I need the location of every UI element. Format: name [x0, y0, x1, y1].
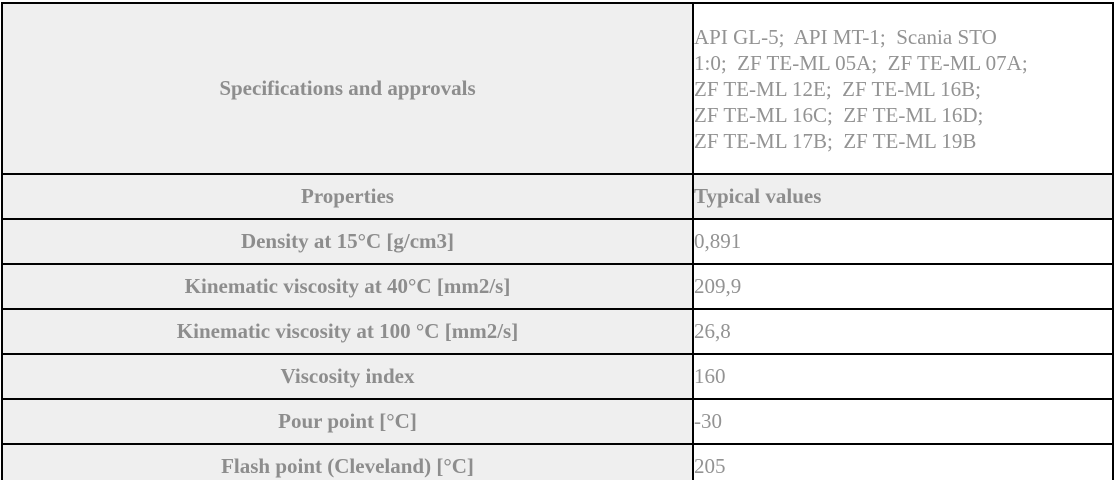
- property-value: 205: [692, 443, 1114, 480]
- property-label: Viscosity index: [1, 353, 694, 400]
- table-row-flash-point: Flash point (Cleveland) [°C] 205: [1, 443, 1114, 480]
- property-value: 26,8: [692, 308, 1114, 355]
- table-row-viscosity-index: Viscosity index 160: [1, 353, 1114, 400]
- table-row-kinematic-viscosity-40: Kinematic viscosity at 40°C [mm2/s] 209,…: [1, 263, 1114, 310]
- property-value: 0,891: [692, 218, 1114, 265]
- table-header-row: Properties Typical values: [1, 173, 1114, 220]
- property-label: Kinematic viscosity at 40°C [mm2/s]: [1, 263, 694, 310]
- table-row-pour-point: Pour point [°C] -30: [1, 398, 1114, 445]
- specifications-approvals-value: API GL-5; API MT-1; Scania STO 1:0; ZF T…: [692, 2, 1114, 175]
- property-label: Density at 15°C [g/cm3]: [1, 218, 694, 265]
- specifications-approvals-label: Specifications and approvals: [1, 2, 694, 175]
- column-header-properties: Properties: [1, 173, 694, 220]
- property-label: Kinematic viscosity at 100 °C [mm2/s]: [1, 308, 694, 355]
- property-value: 160: [692, 353, 1114, 400]
- property-label: Pour point [°C]: [1, 398, 694, 445]
- column-header-typical-values: Typical values: [692, 173, 1114, 220]
- table-row-specifications: Specifications and approvals API GL-5; A…: [1, 2, 1114, 175]
- property-value: -30: [692, 398, 1114, 445]
- property-value: 209,9: [692, 263, 1114, 310]
- property-label: Flash point (Cleveland) [°C]: [1, 443, 694, 480]
- table-row-kinematic-viscosity-100: Kinematic viscosity at 100 °C [mm2/s] 26…: [1, 308, 1114, 355]
- table-row-density: Density at 15°C [g/cm3] 0,891: [1, 218, 1114, 265]
